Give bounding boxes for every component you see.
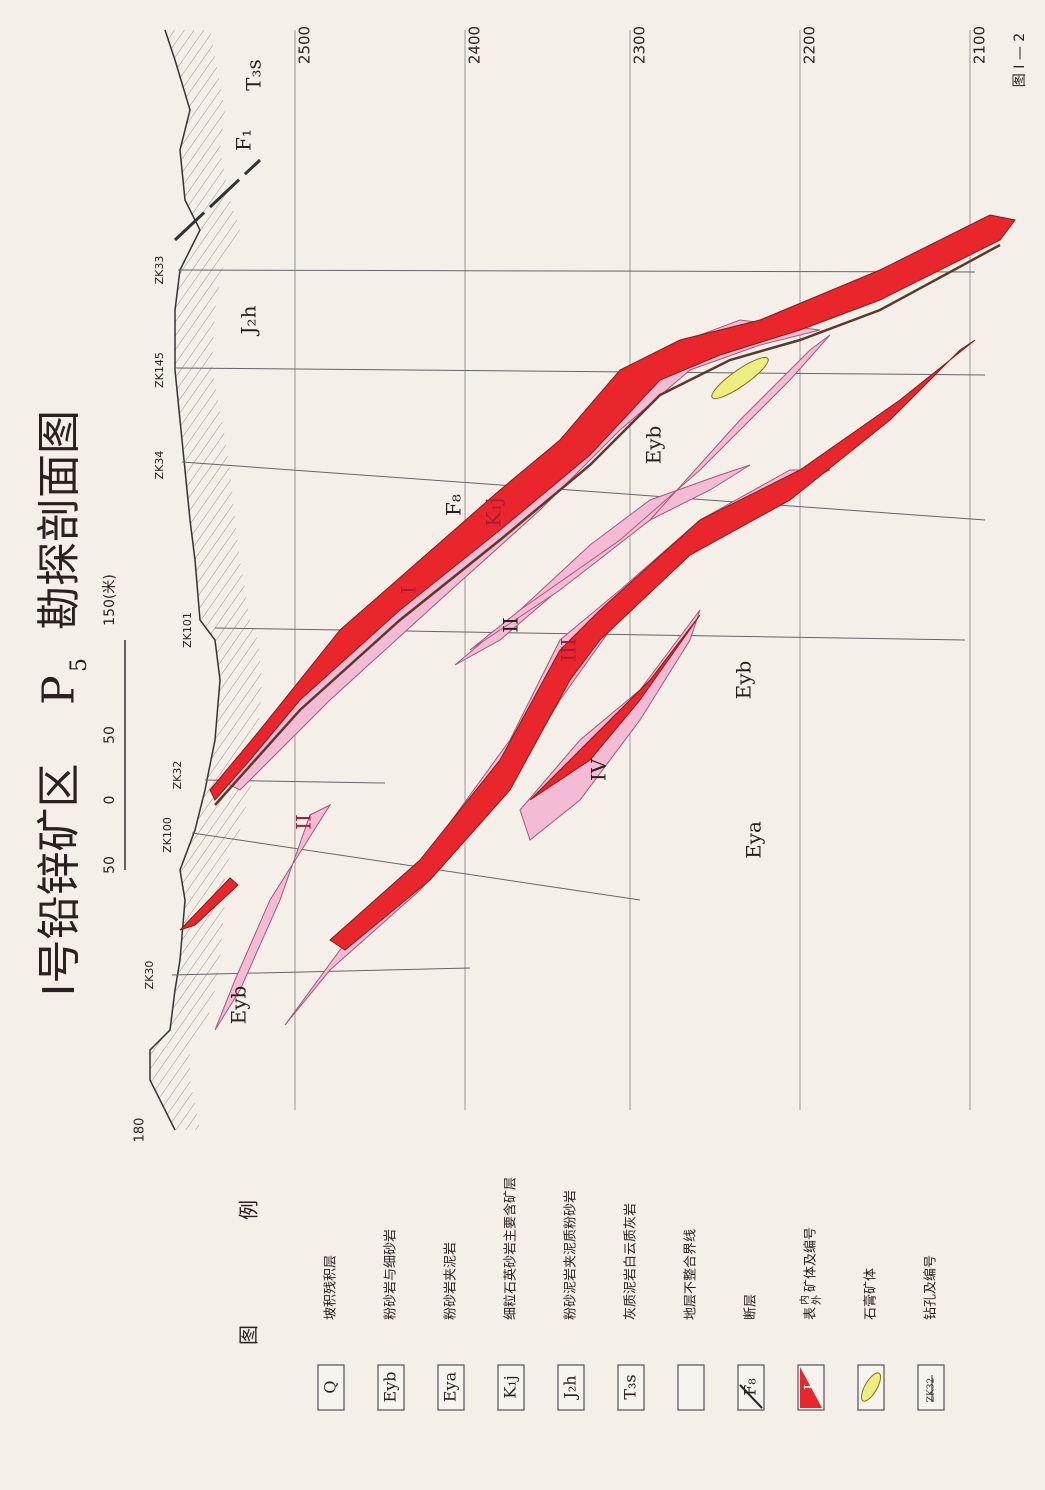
legend-label: 矿体及编号 — [804, 1227, 819, 1292]
scale-label: 50 — [102, 856, 118, 874]
drill-hole-label: ZK32 — [171, 761, 184, 790]
legend-symbol: Eya — [441, 1371, 460, 1402]
legend-label: 断层 — [744, 1294, 759, 1320]
section-label: IV — [587, 758, 611, 781]
section-label: II — [292, 814, 316, 830]
section-map: 图 I — 2 I号铅锌矿区 P 5 勘探剖面图 50 0 50 150(米) 2500 2400 2… — [0, 0, 1045, 1490]
title: P — [34, 675, 85, 705]
legend-symbol: T₃s — [621, 1374, 640, 1399]
legend-label: 细粒石英砂岩主要含矿层 — [503, 1177, 519, 1320]
section-label: III — [557, 638, 581, 662]
title: 5 — [67, 658, 92, 672]
legend-symbol: K₁j — [501, 1375, 520, 1398]
section-label: Eyb — [732, 661, 756, 700]
ore-body-outer — [285, 470, 830, 1025]
legend-label: 钻孔及编号 — [924, 1255, 939, 1320]
drill-hole-label: ZK30 — [143, 961, 156, 990]
legend-symbol: J₂h — [561, 1375, 580, 1400]
elevation-label: 2400 — [466, 26, 484, 64]
drill-hole-label: ZK100 — [161, 817, 174, 853]
drill-hole-label: ZK145 — [153, 352, 166, 388]
elevation-label: 2100 — [971, 26, 989, 64]
legend-swatch — [678, 1365, 704, 1410]
section-label: F₁ — [232, 129, 256, 151]
legend-symbol: I — [801, 1384, 820, 1390]
title: I号铅锌矿区 — [34, 764, 85, 997]
section-label: K₁j — [482, 497, 506, 526]
legend-label: 石膏矿体 — [863, 1268, 879, 1320]
legend-label: 内 — [798, 1295, 811, 1305]
drill-hole — [176, 368, 985, 375]
legend-label: 灰质泥岩白云质灰岩 — [623, 1203, 639, 1320]
section-label: Eya — [742, 821, 766, 859]
scale-label: 0 — [102, 796, 118, 805]
drill-hole — [178, 270, 975, 272]
elevation-label: 2300 — [631, 26, 649, 64]
title: 勘探剖面图 — [34, 410, 85, 630]
section-label: II — [499, 617, 523, 633]
legend-label: 粉砂岩与细砂岩 — [384, 1229, 399, 1320]
drill-hole-label: ZK101 — [181, 612, 194, 648]
legend-label: 粉砂泥岩夹泥质粉砂岩 — [564, 1190, 579, 1320]
section-label: Eyb — [227, 986, 251, 1025]
legend-title: 图 — [237, 1325, 261, 1345]
elevation-label: 2200 — [801, 26, 819, 64]
section-label: J₂h — [237, 305, 261, 336]
legend-label: 粉砂岩夹泥岩 — [444, 1242, 459, 1320]
section-label: T₃s — [242, 59, 266, 91]
edge-label: 180 — [133, 1118, 148, 1143]
legend-label: 坡积残积层 — [324, 1255, 339, 1320]
legend-label: 外 — [811, 1295, 823, 1305]
figure-number: 图 I — 2 — [1012, 33, 1028, 87]
legend-symbol: Eyb — [381, 1372, 400, 1403]
legend-symbol: F₈ — [741, 1378, 760, 1396]
legend-label: 表 — [804, 1307, 819, 1320]
legend-label: 地层不整合界线 — [684, 1229, 699, 1320]
scale-label: 50 — [102, 726, 118, 744]
legend-title: 例 — [237, 1200, 261, 1220]
legend-symbol: Q — [321, 1380, 340, 1393]
section-label: I — [397, 586, 421, 594]
drill-hole-label: ZK34 — [153, 451, 166, 480]
drill-hole-label: ZK33 — [153, 256, 166, 285]
legend-symbol: ZK32 — [927, 1378, 937, 1402]
scale-label: 150(米) — [102, 574, 118, 626]
elevation-label: 2500 — [296, 26, 314, 64]
section-label: F₈ — [442, 494, 466, 516]
section-label: Eyb — [642, 426, 666, 465]
